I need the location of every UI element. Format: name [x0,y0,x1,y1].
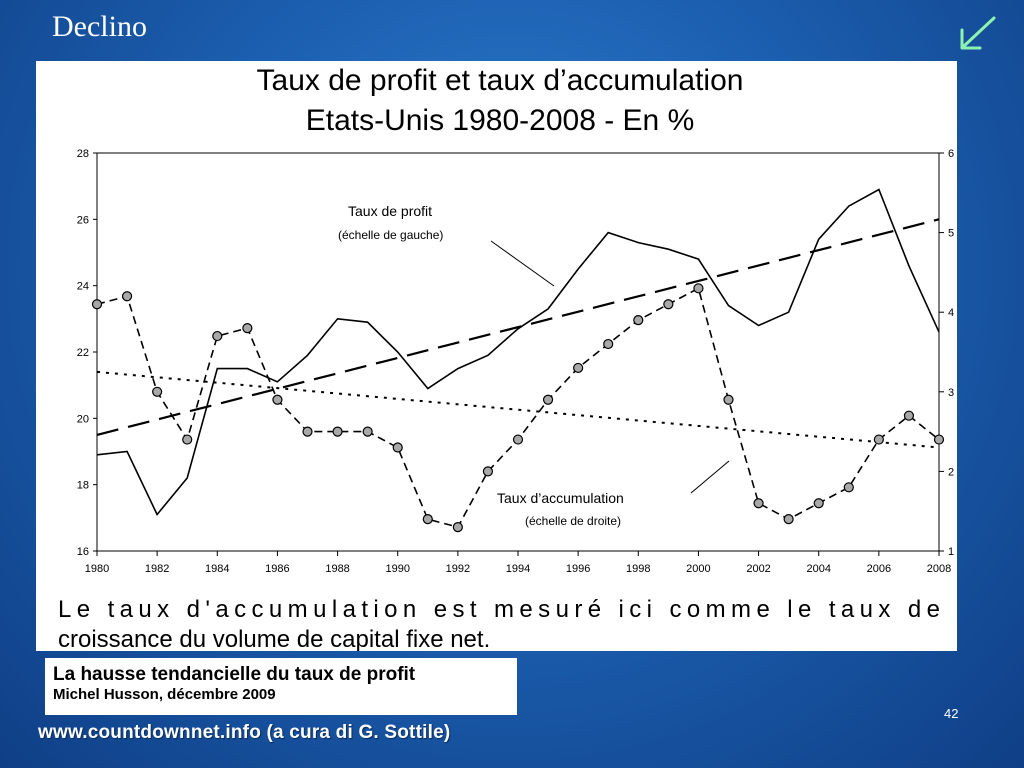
accumulation-point [573,362,584,374]
accumulation-point [933,434,945,445]
accumulation-point [182,434,193,445]
y-right-tick-label: 6 [948,148,954,160]
chart-title: Taux de profit et taux d’accumulation [257,64,744,97]
accumulation-point [663,299,674,310]
accumulation-point [903,410,915,421]
y-right-tick-label: 2 [948,466,954,478]
y-left-tick-label: 16 [77,546,89,558]
x-tick-label: 1984 [205,563,229,575]
y-left-tick-label: 26 [77,214,89,226]
accumulation-point [362,426,373,437]
accumulation-point [633,315,644,326]
accumulation-point [392,442,403,453]
y-left-tick-label: 24 [77,281,89,293]
accumulation-point [152,386,163,397]
x-tick-label: 1986 [265,563,289,575]
accumulation-point [91,299,103,310]
y-left-tick-label: 28 [77,148,89,160]
x-tick-label: 1990 [385,563,409,575]
slide-title: Declino [52,10,147,43]
accumulation-point [332,426,343,437]
accumulation-point [873,434,884,445]
x-tick-label: 2006 [867,563,891,575]
accumulation-point [242,323,253,334]
annotation-profit-pointer [490,240,555,287]
back-arrow-icon[interactable] [952,10,1002,54]
annotation-accumulation-pointer [690,460,730,494]
x-tick-label: 1988 [325,563,349,575]
accumulation-point [121,291,133,302]
accumulation-point [302,426,313,437]
series-markers [91,283,945,533]
accumulation-point [753,498,764,509]
annotation-accumulation-sublabel: (échelle de droite) [525,514,621,528]
chart-subtitle: Etats-Unis 1980-2008 - En % [306,104,695,137]
chart-note-line-2: croissance du volume de capital fixe net… [58,626,490,651]
caption-box: La hausse tendancielle du taux de profit… [45,658,517,715]
accumulation-point [542,394,554,405]
chart-panel: Taux de profit et taux d’accumulation Et… [36,61,957,651]
accumulation-point [813,498,824,509]
accumulation-point [212,330,223,342]
y-right-tick-label: 1 [948,546,954,558]
y-left-tick-label: 22 [77,347,89,359]
accumulation-point [693,283,704,294]
accumulation-point [422,514,433,525]
annotation-profit-sublabel: (échelle de gauche) [338,228,443,242]
accumulation-point [272,394,283,405]
accumulation-point [843,482,854,493]
accumulation-point [783,514,794,525]
annotation-accumulation-label: Taux d’accumulation [497,490,624,506]
caption-author: Michel Husson, décembre 2009 [53,686,276,703]
x-tick-label: 1998 [626,563,650,575]
y-left-tick-label: 18 [77,480,89,492]
series-line-profit [96,188,940,516]
footer-link[interactable]: www.countdownnet.info (a cura di G. Sott… [38,722,451,743]
x-tick-label: 1982 [145,563,169,575]
y-right-tick-label: 5 [948,228,954,240]
x-tick-label: 1980 [85,563,109,575]
x-tick-label: 2008 [927,563,951,575]
y-right-tick-label: 3 [948,387,954,399]
accumulation-point [603,338,614,350]
accumulation-point [512,434,524,445]
x-tick-label: 1996 [566,563,590,575]
trend-lines [96,218,940,449]
series-lines [96,188,940,529]
x-tick-label: 2002 [746,563,770,575]
trend-line-profit [96,218,940,436]
chart-note-line-1: Le taux d'accumulation est mesuré ici co… [58,596,940,623]
y-left-tick-label: 20 [77,413,89,425]
y-right-tick-label: 4 [948,307,954,319]
chart-axes: 16 18 20 22 24 26 28 1 2 3 4 5 6 1980 1982 1984 1986 1988… [77,148,954,575]
x-tick-label: 2000 [686,563,710,575]
caption-title: La hausse tendancielle du taux de profit [53,664,416,685]
chart-figure: Taux de profit et taux d’accumulation Et… [58,64,954,651]
accumulation-point [452,522,463,533]
page-number: 42 [944,706,959,721]
x-tick-label: 1992 [446,563,470,575]
trend-line-accumulation [96,370,940,449]
accumulation-point [723,394,734,405]
x-tick-label: 1994 [506,563,530,575]
x-tick-label: 2004 [806,563,830,575]
accumulation-point [482,466,494,477]
annotation-profit-label: Taux de profit [348,203,432,219]
